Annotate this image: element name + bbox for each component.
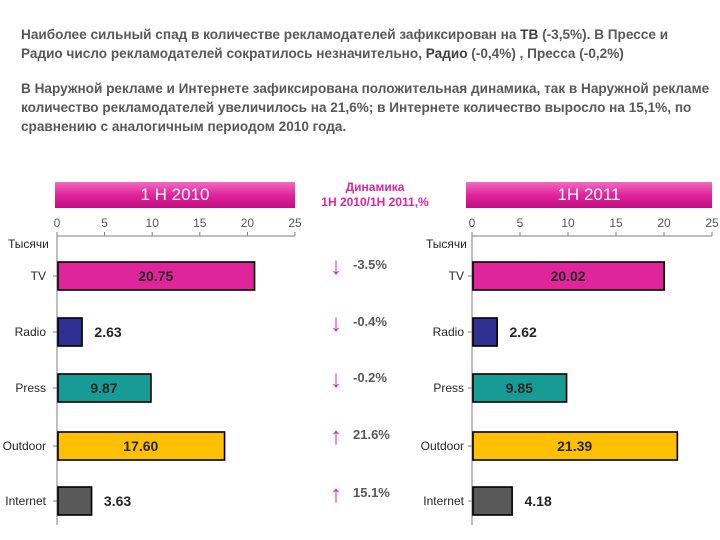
unit-label: Тысячи [426, 237, 467, 251]
dynamics-value: 21.6% [353, 427, 390, 442]
bar-radio [472, 317, 498, 347]
intro-paragraph-1: Наиболее сильный спад в количестве рекла… [21, 25, 711, 63]
tick-label: 5 [517, 216, 524, 230]
bar-value-label: 4.18 [525, 493, 552, 509]
tick-label: 15 [609, 216, 623, 230]
category-label: Radio [15, 325, 47, 339]
bar-outdoor [57, 431, 226, 461]
category-label: Press [433, 381, 464, 395]
bar-value-label: 2.62 [510, 324, 537, 340]
bar-tv [57, 261, 256, 291]
tick-label: 20 [657, 216, 671, 230]
chart-title-2011: 1H 2011 [466, 182, 712, 208]
arrow-up-icon: ↑ [330, 423, 342, 450]
tick-label: 15 [193, 216, 207, 230]
bar-outdoor [472, 431, 679, 461]
bar-press [57, 373, 152, 403]
arrow-down-icon: ↓ [330, 253, 342, 280]
intro-text: Наиболее сильный спад в количестве рекла… [21, 25, 711, 152]
tick-label: 0 [54, 216, 61, 230]
arrow-up-icon: ↑ [330, 481, 342, 508]
category-label: TV [31, 269, 46, 283]
tick-label: 25 [288, 216, 302, 230]
tick-label: 0 [469, 216, 476, 230]
intro-p1-tv: ТВ [520, 27, 539, 42]
bar-value-label: 9.87 [90, 380, 117, 396]
dynamics-value: -0.2% [353, 370, 387, 385]
bar-value-label: 2.63 [94, 324, 121, 340]
bar-press [472, 373, 568, 403]
arrow-down-icon: ↓ [330, 310, 342, 337]
bar-value-label: 21.39 [557, 438, 592, 454]
category-label: TV [449, 269, 464, 283]
intro-paragraph-2: В Наружной рекламе и Интернете зафиксиро… [21, 81, 710, 134]
category-label: Internet [423, 494, 464, 508]
bar-value-label: 9.85 [506, 380, 533, 396]
tick-label: 20 [241, 216, 255, 230]
intro-p1-part1: Наиболее сильный спад в количестве рекла… [21, 27, 521, 42]
arrow-down-icon: ↓ [330, 366, 342, 393]
bar-value-label: 20.75 [138, 268, 173, 284]
dynamics-title-line1: Динамика [345, 180, 405, 194]
dynamics-title-line2: 1Н 2010/1Н 2011,% [321, 195, 429, 209]
bar-value-label: 17.60 [123, 438, 158, 454]
dynamics-title: Динамика 1Н 2010/1Н 2011,% [300, 180, 450, 210]
intro-p1-part2: (-3,5%). В Прессе и Радио число рекламод… [21, 27, 669, 61]
bar-internet [472, 486, 513, 516]
chart-title-2010: 1 H 2010 [55, 182, 295, 208]
category-label: Press [15, 381, 46, 395]
dynamics-value: -3.5% [353, 257, 387, 272]
tick-label: 5 [101, 216, 108, 230]
bar-internet [57, 486, 93, 516]
category-label: Outdoor [3, 439, 46, 453]
bar-value-label: 3.63 [104, 493, 131, 509]
tick-label: 25 [705, 216, 719, 230]
intro-p1-part3: (-0,4%) , Пресса (-0,2%) [467, 46, 624, 61]
tick-label: 10 [146, 216, 160, 230]
category-label: Outdoor [421, 439, 464, 453]
dynamics-value: -0.4% [353, 314, 387, 329]
category-label: Internet [5, 494, 46, 508]
bar-radio [57, 317, 83, 347]
tick-label: 10 [561, 216, 575, 230]
bar-tv [472, 261, 665, 291]
unit-label: Тысячи [8, 237, 49, 251]
category-label: Radio [433, 325, 465, 339]
intro-p1-radio: Радио [425, 46, 468, 61]
bar-value-label: 20.02 [551, 268, 586, 284]
dynamics-value: 15.1% [353, 485, 390, 500]
